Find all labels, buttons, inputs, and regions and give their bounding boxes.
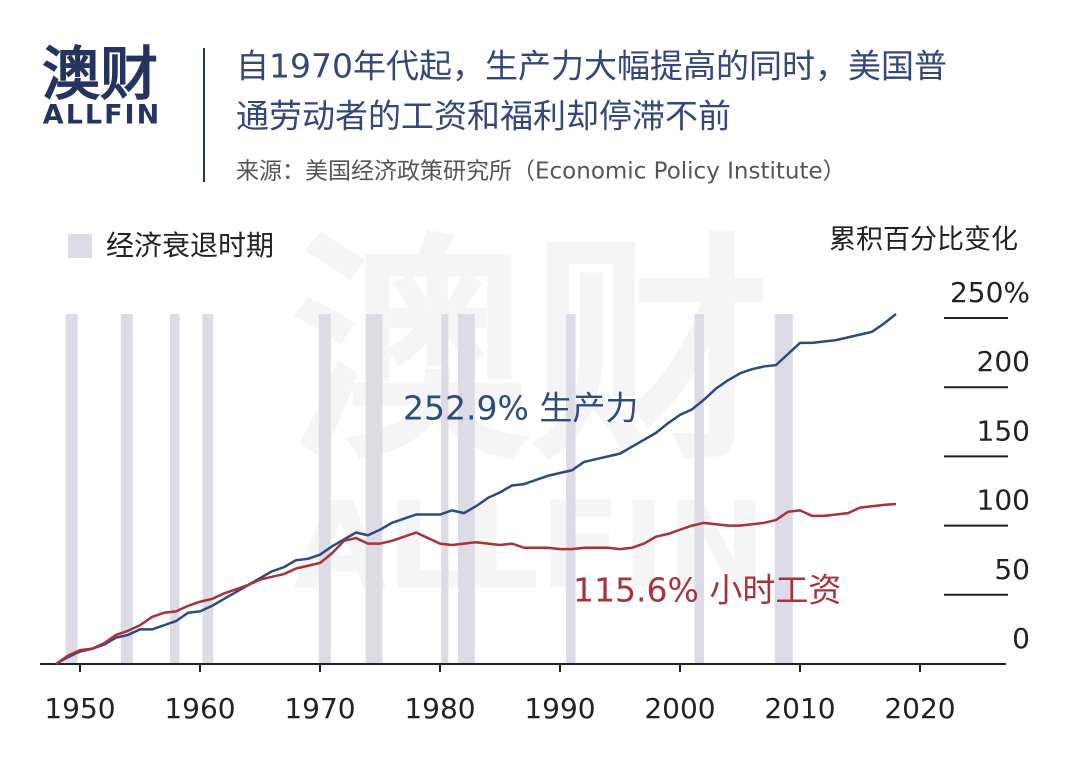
- recession-band: [202, 314, 214, 664]
- x-tick-label: 1990: [524, 692, 595, 725]
- title-line: 自1970年代起，生产力大幅提高的同时，美国普: [236, 47, 947, 86]
- y-axis-label: 累积百分比变化: [829, 225, 1018, 256]
- line-series: [55, 313, 897, 666]
- recession-band: [441, 314, 449, 664]
- x-tick-label: 1960: [164, 692, 235, 725]
- recession-band: [365, 314, 383, 664]
- recession-band: [120, 314, 133, 664]
- y-tick-label: 50: [994, 553, 1030, 586]
- x-tick-label: 1970: [284, 692, 355, 725]
- x-tick-label: 2010: [764, 692, 835, 725]
- legend-label: 经济衰退时期: [106, 229, 274, 262]
- logo-sub: ALLFIN: [43, 100, 161, 131]
- recession-band: [694, 314, 704, 664]
- recession-band: [170, 314, 180, 664]
- legend-swatch: [68, 234, 92, 258]
- title-line: 通劳动者的工资和福利却停滞不前: [236, 97, 731, 136]
- source: 来源：美国经济政策研究所（Economic Policy Institute）: [236, 159, 846, 185]
- x-tick-label: 2020: [884, 692, 955, 725]
- y-tick-label: 0: [1012, 622, 1030, 655]
- x-tick-label: 1950: [44, 692, 115, 725]
- line-series: [55, 502, 897, 666]
- recession-band: [318, 314, 331, 664]
- y-tick-label: 150: [977, 414, 1030, 447]
- logo: 澳财: [42, 40, 158, 108]
- y-tick-label: 250%: [950, 276, 1030, 309]
- recession-band: [458, 314, 475, 664]
- y-tick-label: 200: [977, 345, 1030, 378]
- x-tick-label: 2000: [644, 692, 715, 725]
- series-label: 115.6% 小时工资: [573, 571, 841, 610]
- recession-band: [65, 314, 78, 664]
- y-tick-label: 100: [977, 484, 1030, 517]
- series-label: 252.9% 生产力: [403, 389, 638, 428]
- recession-band: [566, 314, 576, 664]
- x-tick-label: 1980: [404, 692, 475, 725]
- recession-band: [774, 314, 793, 664]
